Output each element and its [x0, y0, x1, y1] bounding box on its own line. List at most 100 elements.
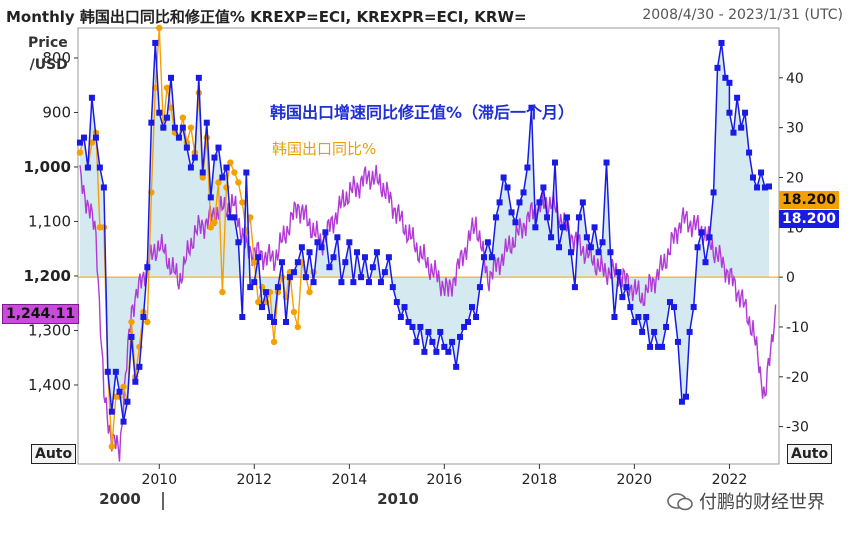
wechat-icon — [667, 492, 694, 512]
krexp-point — [516, 199, 523, 206]
krexp-point — [413, 338, 420, 345]
krexp-point — [385, 254, 392, 261]
krexpr-point — [211, 219, 218, 226]
left-axis-label-line-1: Price — [28, 35, 68, 51]
krexp-point — [528, 104, 535, 111]
krexpr-point — [231, 169, 238, 176]
left-axis: 800 900 1,000 1,100 1,200 1,300 1,400 — [24, 49, 78, 394]
krexp-point — [361, 254, 368, 261]
krexp-point — [758, 169, 765, 176]
krexp-point — [587, 244, 594, 251]
krexp-point — [298, 244, 305, 251]
krexp-point — [718, 39, 725, 46]
krexp-point — [389, 284, 396, 291]
krexp-point — [595, 249, 602, 256]
krexp-point — [671, 304, 678, 311]
krexp-point — [611, 314, 618, 321]
left-axis-label-line-2: /USD — [29, 57, 68, 73]
krexpr-point — [187, 124, 195, 131]
krexp-point — [330, 254, 337, 261]
krexp-point — [112, 368, 119, 375]
krexp-point — [342, 259, 349, 266]
krexp-point — [563, 214, 570, 221]
krexp-point — [480, 254, 487, 261]
krexp-point — [702, 259, 709, 266]
right-tick-label: 20 — [786, 170, 804, 186]
krexp-point — [734, 94, 741, 101]
krexp-point — [761, 184, 768, 191]
krexpr-point — [120, 383, 127, 390]
krexp-point — [706, 234, 713, 241]
krexp-point — [524, 164, 531, 171]
krexp-point — [247, 284, 254, 291]
auto-scale-right-button[interactable]: Auto — [787, 444, 833, 464]
krexp-point — [674, 338, 681, 345]
krexp-point — [754, 184, 761, 191]
krexp-point — [144, 264, 151, 271]
krexpr-point — [108, 443, 116, 450]
krexp-point — [726, 109, 733, 116]
krexp-point — [207, 194, 214, 201]
krexp-point — [318, 244, 325, 251]
krexpr-point — [76, 149, 84, 156]
krexpr-point — [219, 288, 226, 296]
krexp-point — [583, 234, 590, 241]
krexp-point — [338, 279, 345, 286]
krexp-point — [627, 304, 634, 311]
x-tick-label: 2022 — [712, 472, 748, 488]
krexp-fill-area — [79, 42, 770, 422]
krexp-point — [405, 318, 412, 325]
krexp-point — [694, 244, 701, 251]
krexp-point — [358, 274, 365, 281]
krexp-point — [108, 408, 115, 415]
krw-series-line — [79, 164, 777, 462]
krexp-point — [120, 418, 127, 425]
krexp-point — [104, 368, 111, 375]
krexp-point — [643, 314, 650, 321]
krexp-point — [187, 164, 194, 171]
krexp-point — [401, 304, 408, 311]
krexp-point — [128, 333, 135, 340]
krexp-point — [473, 314, 480, 321]
krexpr-point — [100, 224, 108, 231]
krexpr-point — [179, 114, 187, 121]
krexp-point — [294, 259, 301, 266]
krexp-point — [215, 144, 222, 151]
krexp-point — [266, 314, 273, 321]
krexp-point — [136, 363, 143, 370]
krexp-point — [615, 269, 622, 276]
krexp-point — [659, 343, 666, 350]
krexp-point — [441, 343, 448, 350]
krexp-point — [559, 224, 566, 231]
krexp-point — [314, 239, 321, 246]
krexp-point — [742, 109, 749, 116]
krexp-point — [484, 239, 491, 246]
chart-title: Monthly 韩国出口同比和修正值% KREXP=ECI, KREXPR=EC… — [6, 8, 527, 26]
krexp-point — [603, 159, 610, 166]
krexp-point — [686, 328, 693, 335]
krexp-point — [211, 154, 218, 161]
krexp-last-value-tag: 18.200 — [779, 210, 840, 228]
krexp-point — [263, 289, 270, 296]
krexp-point — [271, 318, 278, 325]
krexp-point — [219, 174, 226, 181]
left-tick-label: 900 — [42, 103, 71, 121]
krexp-point — [369, 264, 376, 271]
krexp-point — [500, 174, 507, 181]
krexp-point — [397, 314, 404, 321]
krexp-point — [508, 209, 515, 216]
krexp-point — [714, 64, 721, 71]
krexp-point — [346, 239, 353, 246]
krexp-point — [171, 124, 178, 131]
watermark: 付鹏的财经世界 — [667, 488, 825, 514]
legend-krexpr: 韩国出口同比% — [272, 140, 377, 158]
auto-scale-left-button[interactable]: Auto — [31, 444, 77, 464]
krexpr-point — [215, 179, 222, 186]
krexp-point — [579, 199, 586, 206]
krexpr-last-value-tag: 18.200 — [779, 191, 840, 209]
krexpr-point — [227, 159, 234, 166]
krexpr-point — [163, 84, 171, 91]
x-tick-label: 2010 — [141, 472, 177, 488]
krexp-point — [429, 338, 436, 345]
krexp-point — [381, 269, 388, 276]
